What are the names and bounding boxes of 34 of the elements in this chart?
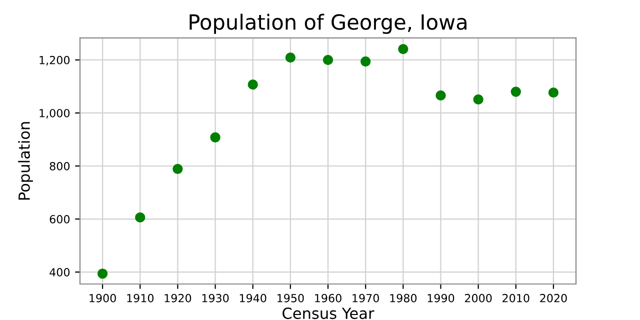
point — [398, 44, 408, 54]
y-tick-label: 1,200 — [40, 56, 70, 66]
point — [360, 56, 371, 67]
y-tick-label: 800 — [50, 162, 70, 170]
x-tick-label: 2020 — [540, 294, 567, 302]
point — [285, 52, 296, 63]
x-axis-title: Census Year — [282, 308, 374, 320]
point — [248, 80, 258, 90]
x-tick-label: 1910 — [127, 294, 154, 302]
x-tick-label: 1980 — [390, 294, 417, 302]
chart-title: Population of George, Iowa — [190, 14, 466, 34]
point — [436, 90, 446, 101]
point — [322, 54, 334, 66]
point — [548, 87, 559, 98]
point — [135, 212, 146, 223]
x-tick-label: 1990 — [428, 294, 454, 302]
x-tick-label: 1930 — [202, 294, 229, 302]
y-tick-label: 400 — [50, 268, 70, 276]
x-tick-label: 1920 — [164, 294, 192, 302]
x-tick-label: 1950 — [278, 294, 304, 302]
x-tick-label: 2000 — [464, 294, 492, 302]
x-tick-label: 1940 — [240, 294, 266, 302]
x-tick-label: 1970 — [352, 294, 379, 302]
point — [97, 268, 108, 279]
point — [210, 132, 220, 142]
point — [510, 86, 521, 97]
point — [172, 164, 183, 174]
point — [473, 94, 484, 105]
y-tick-label: 600 — [50, 215, 70, 224]
x-tick-label: 1900 — [90, 294, 116, 302]
y-axis-title: Population — [18, 122, 33, 200]
x-tick-label: 2010 — [502, 294, 530, 302]
y-tick-label: 1,000 — [40, 108, 70, 118]
x-tick-label: 1960 — [315, 294, 342, 302]
